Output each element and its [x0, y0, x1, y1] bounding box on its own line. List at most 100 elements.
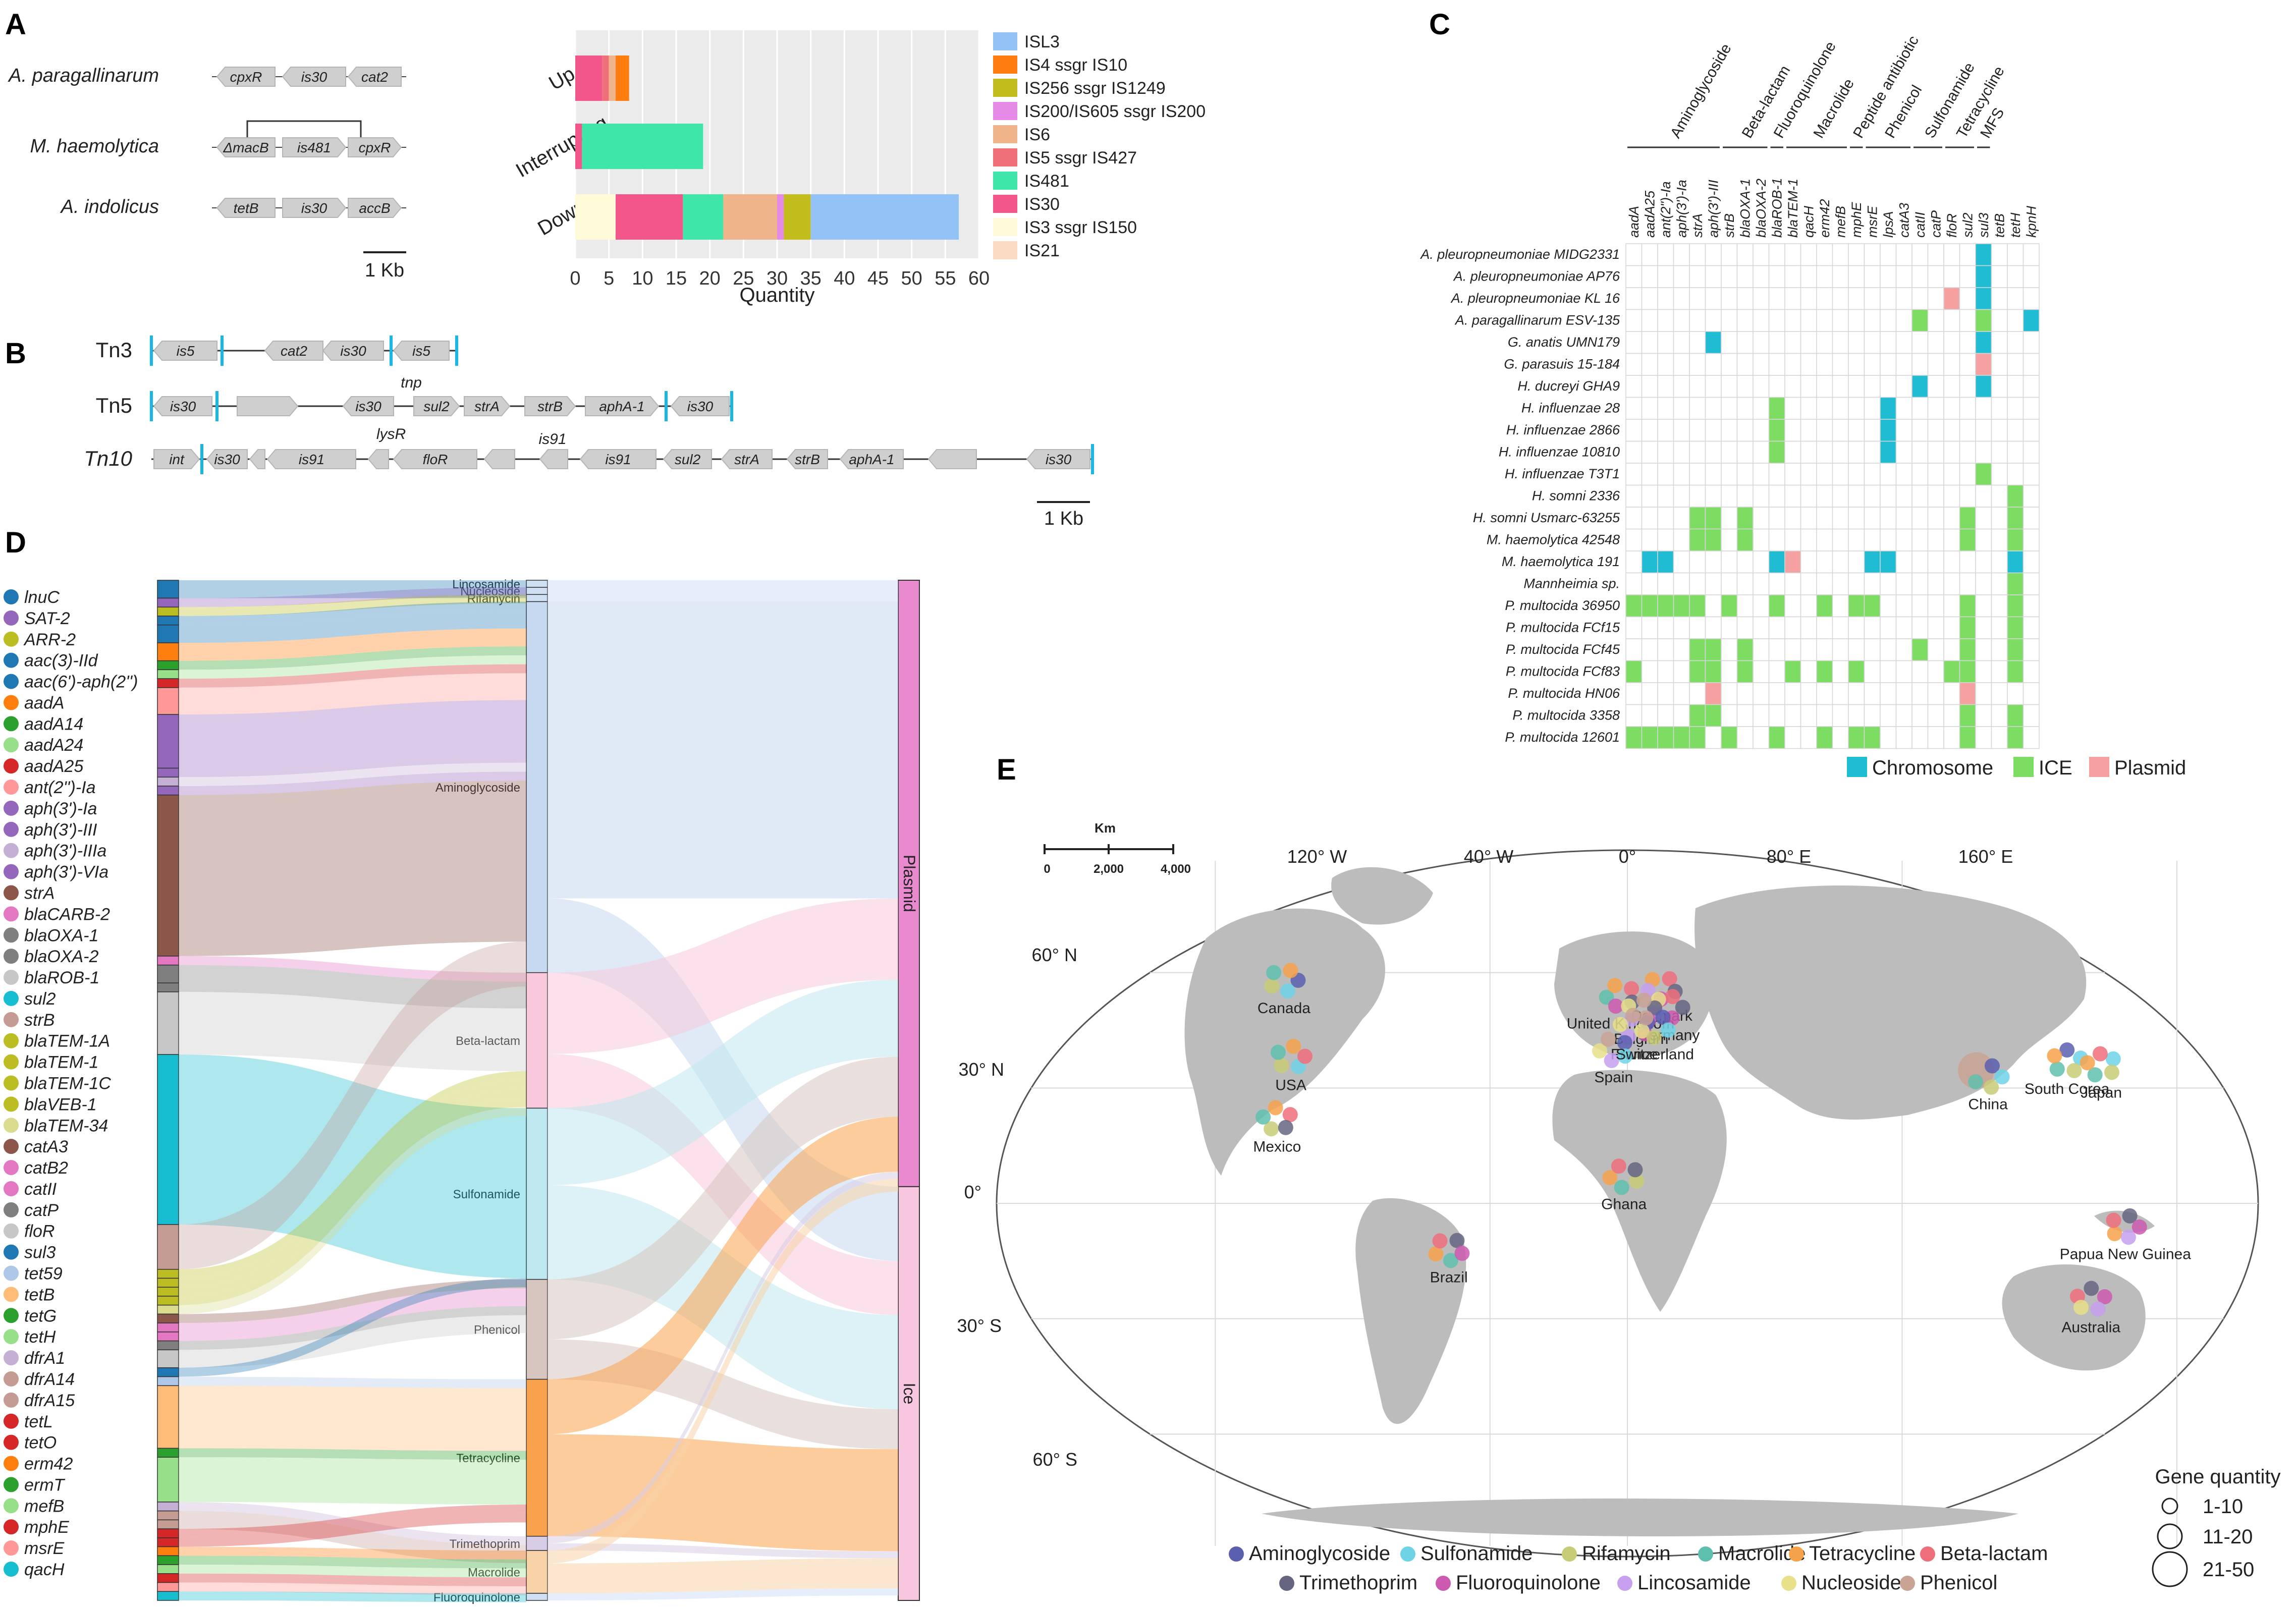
heatmap-cell — [1625, 594, 1643, 618]
heatmap-cell — [1864, 594, 1881, 618]
flow-ribbon — [179, 1457, 526, 1505]
heatmap-cell — [1657, 243, 1674, 266]
heatmap-cell — [1768, 419, 1785, 442]
heatmap-cell — [1768, 287, 1785, 310]
location-bubble — [1660, 1022, 1676, 1038]
heatmap-cell — [1832, 463, 1849, 486]
flow-ribbon — [179, 1502, 526, 1545]
heatmap-cell — [1657, 572, 1674, 595]
heatmap-cell — [1991, 440, 2008, 464]
heatmap-cell — [1689, 331, 1706, 354]
row-label: H. somni Usmarc-63255 — [1473, 510, 1620, 525]
gene-arrow — [153, 449, 200, 469]
heatmap-cell — [1959, 550, 1976, 574]
heatmap-cell — [1625, 682, 1643, 705]
column-label: strA — [1690, 213, 1705, 238]
heatmap-cell — [1689, 309, 1706, 332]
legend-label: ICE — [2039, 757, 2072, 779]
heatmap-cell — [1959, 375, 1976, 398]
heatmap-cell — [1736, 484, 1754, 508]
heatmap-cell — [1959, 440, 1976, 464]
flow-ribbon — [179, 611, 526, 643]
heatmap-cell — [1721, 440, 1738, 464]
gene-dot — [4, 610, 19, 626]
row-label: A. pleuropneumoniae AP76 — [1453, 269, 1620, 284]
heatmap-cell — [1816, 463, 1833, 486]
flow-ribbon — [179, 1546, 526, 1560]
heatmap-cell — [1689, 660, 1706, 683]
heatmap-cell — [1657, 309, 1674, 332]
flow-ribbon — [179, 781, 526, 956]
class-label: Macrolide — [468, 1566, 520, 1579]
location-bubble — [1264, 978, 1280, 994]
legend-label: ISL3 — [1024, 32, 1060, 51]
flow-ribbon — [548, 979, 898, 1186]
heatmap-cell — [1895, 572, 1912, 595]
heatmap-cell — [1895, 375, 1912, 398]
heatmap-cell — [2022, 397, 2040, 420]
gene-dot — [4, 821, 19, 837]
heatmap-cell — [1895, 484, 1912, 508]
heatmap-cell — [1641, 353, 1658, 376]
flow-ribbon — [179, 594, 526, 616]
heatmap-cell — [1753, 572, 1770, 595]
heatmap-cell — [1832, 594, 1849, 618]
heatmap-cell — [1848, 331, 1865, 354]
heatmap-cell — [1625, 616, 1643, 639]
x-tick-label: 45 — [867, 268, 889, 289]
heatmap-cell — [2007, 353, 2024, 376]
class-node — [526, 1107, 548, 1280]
heatmap-cell — [1832, 638, 1849, 661]
heatmap-cell — [1673, 704, 1690, 727]
heatmap-cell — [1625, 331, 1643, 354]
heatmap-cell — [1816, 419, 1833, 442]
flow-ribbon — [179, 655, 526, 679]
heatmap-cell — [1705, 484, 1722, 508]
heatmap-cell — [1689, 682, 1706, 705]
heatmap-cell — [2022, 243, 2040, 266]
heatmap-cell — [1991, 397, 2008, 420]
gene-arrow — [786, 449, 828, 469]
species-label: A. paragallinarum — [8, 65, 159, 86]
class-node — [526, 601, 548, 973]
flow-ribbon — [179, 1278, 526, 1377]
heatmap-cell — [1975, 397, 1992, 420]
gene-label: cat2 — [281, 343, 307, 359]
heatmap-cell — [1864, 397, 1881, 420]
gene-arrow — [839, 449, 904, 469]
gene-label: is91 — [299, 452, 324, 467]
gene-name: tetO — [24, 1433, 57, 1453]
gene-arrow — [206, 449, 248, 469]
location-label: Papua New Guinea — [2060, 1246, 2191, 1263]
heatmap-cell — [1975, 660, 1992, 683]
heatmap-cell — [1943, 265, 1960, 288]
heatmap-cell — [1895, 682, 1912, 705]
heatmap-cell — [2022, 616, 2040, 639]
gene-label: aphA-1 — [599, 399, 644, 414]
heatmap-cell — [1657, 594, 1674, 618]
location-bubble — [1443, 1253, 1458, 1268]
legend-dot — [1920, 1546, 1935, 1562]
heatmap-cell — [1927, 704, 1944, 727]
heatmap-cell — [1848, 507, 1865, 530]
column-label: catP — [1928, 210, 1943, 238]
gene-arrow — [721, 449, 773, 469]
heatmap-cell — [1784, 660, 1801, 683]
heatmap-cell — [1673, 507, 1690, 530]
gene-name: blaTEM-1 — [24, 1053, 98, 1072]
heatmap-cell — [1943, 704, 1960, 727]
gene-label: is30 — [340, 343, 366, 359]
heatmap-cell — [2022, 440, 2040, 464]
heatmap-cell — [1975, 682, 1992, 705]
gene-dot — [4, 1075, 19, 1091]
heatmap-cell — [1753, 265, 1770, 288]
gene-name: lnuC — [24, 588, 60, 607]
gene-dot — [4, 927, 19, 943]
gene-label: ΔmacB — [223, 140, 268, 155]
gene-name: blaTEM-34 — [24, 1116, 108, 1135]
location-bubble — [1617, 1048, 1633, 1064]
x-tick-label: 0 — [570, 268, 580, 289]
heatmap-cell — [1705, 682, 1722, 705]
heatmap-cell — [1673, 243, 1690, 266]
heatmap-cell — [1832, 507, 1849, 530]
